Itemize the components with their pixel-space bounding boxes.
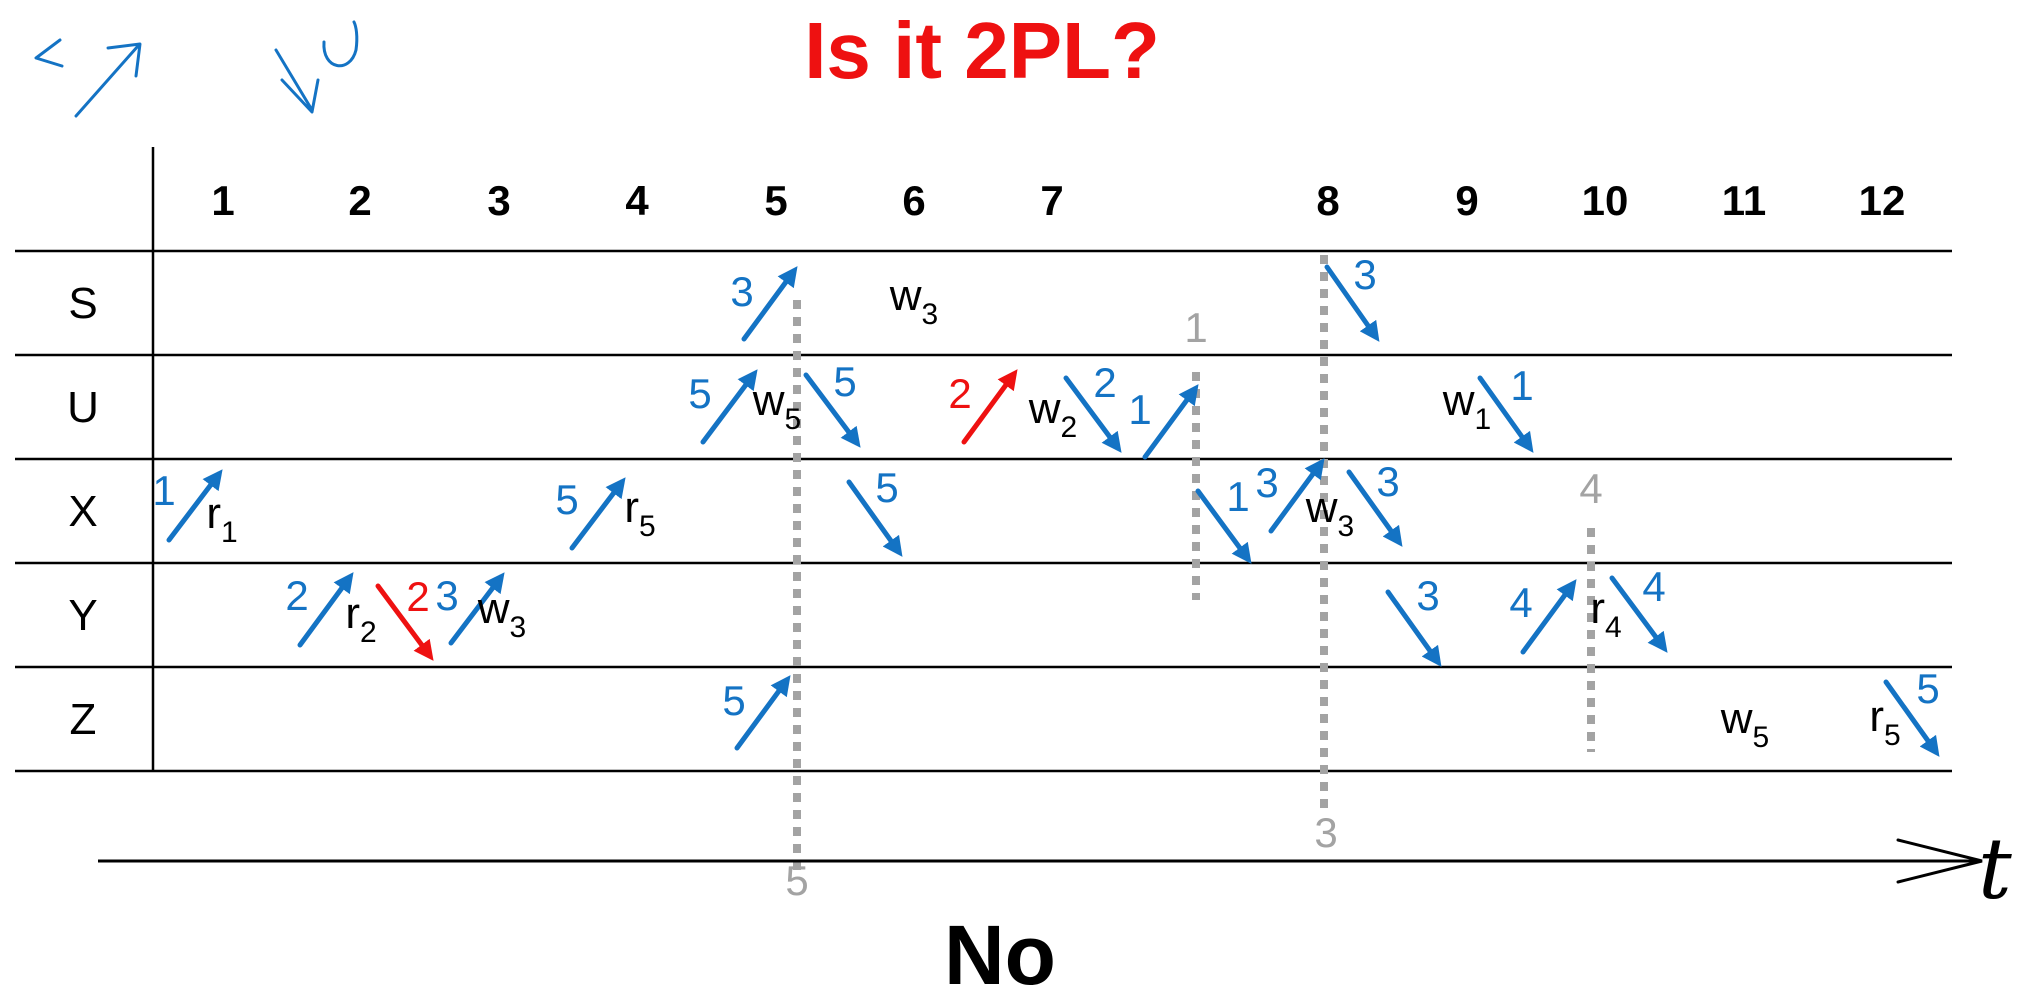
- time-step-label: 4: [625, 177, 649, 224]
- operation: r5: [1869, 692, 1900, 752]
- lock-arrow-icon: [1142, 384, 1199, 460]
- operation: w3: [889, 271, 938, 331]
- row-label: Y: [68, 591, 97, 640]
- row-label: Z: [70, 695, 97, 744]
- lock-point-label: 3: [1314, 809, 1337, 856]
- lock-event-txn: 4: [1509, 579, 1532, 626]
- unlock-arrow-icon: [1324, 264, 1380, 342]
- lock-event-txn: 2: [406, 573, 429, 620]
- unlock-arrow-icon: [1346, 469, 1403, 547]
- unlock-arrow-icon: [1477, 375, 1534, 453]
- lock-event-txn: 1: [1128, 386, 1151, 433]
- lock-event-txn: 5: [1916, 665, 1939, 712]
- operation: w5: [1720, 694, 1769, 754]
- time-step-label: 3: [487, 177, 510, 224]
- time-step-label: 5: [764, 177, 787, 224]
- lock-arrow-icon: [1268, 458, 1325, 534]
- operation: w3: [477, 584, 526, 644]
- lock-event-txn: 5: [875, 464, 898, 511]
- operations: r1 r2 w3 r5 w5 w3 w2 w3 w1 r4 w5 r5: [206, 271, 1900, 754]
- lock-event-txn: 3: [1353, 251, 1376, 298]
- lock-event-txn: 1: [1226, 473, 1249, 520]
- lock-event-txn: 5: [555, 476, 578, 523]
- lock-arrow-icon: [448, 572, 505, 646]
- row-label: X: [68, 487, 97, 536]
- lock-point-label: 4: [1579, 465, 1602, 512]
- lock-event-txn: 2: [1093, 359, 1116, 406]
- time-axis: [98, 838, 1983, 884]
- lock-event-txn: 3: [1255, 459, 1278, 506]
- time-step-label: 12: [1859, 177, 1906, 224]
- lock-event-txn: 3: [730, 268, 753, 315]
- lock-point-label: 5: [785, 857, 808, 904]
- lock-event-txn: 2: [948, 370, 971, 417]
- operation: w1: [1442, 376, 1491, 436]
- unlock-arrow-icon: [274, 48, 320, 114]
- unlock-arrow-icon: [1063, 375, 1122, 453]
- operation: r5: [624, 483, 655, 543]
- lock-arrow-icon: [297, 572, 354, 648]
- axis-label: t: [1978, 820, 2012, 918]
- legend-handwritten: [34, 20, 359, 118]
- lock-arrow-icon: [741, 266, 798, 342]
- answer-text: No: [944, 908, 1056, 1000]
- lock-arrow-icon: [961, 369, 1018, 445]
- time-step-label: 11: [1722, 177, 1766, 224]
- time-step-label: 1: [211, 177, 234, 224]
- lock-arrow-icon: [166, 469, 223, 543]
- lock-arrow-icon: [734, 675, 791, 751]
- lock-point-label: 1: [1184, 304, 1207, 351]
- lock-event-txn: 1: [152, 467, 175, 514]
- lock-event-txn: 2: [285, 572, 308, 619]
- operation: r1: [206, 489, 237, 549]
- lock-event-txn: 1: [1510, 362, 1533, 409]
- lock-event-txn: 5: [833, 358, 856, 405]
- lock-event-txn: 5: [722, 677, 745, 724]
- time-step-label: 8: [1316, 177, 1339, 224]
- lock-arrow-icon: [1520, 579, 1577, 655]
- row-label: U: [67, 383, 99, 432]
- operation: w5: [752, 376, 801, 436]
- unlock-arrow-icon: [1195, 488, 1252, 564]
- lock-arrow-icon: [569, 477, 626, 551]
- lock-event-txn: 5: [688, 370, 711, 417]
- unlock-arrow-icon: [375, 583, 434, 661]
- page-title: Is it 2PL?: [804, 6, 1160, 95]
- time-step-label: 10: [1582, 177, 1629, 224]
- time-step-label: 2: [348, 177, 371, 224]
- lock-event-txn: 3: [1376, 458, 1399, 505]
- time-step-label: 6: [902, 177, 925, 224]
- time-step-label: 9: [1455, 177, 1478, 224]
- lock-arrow-icon: [34, 38, 64, 68]
- unlock-arrow-icon: [803, 372, 861, 448]
- operation: w3: [1305, 483, 1354, 543]
- unlock-arrow-icon: [1385, 589, 1442, 667]
- unlock-arrow-icon: [322, 20, 359, 68]
- operation: r4: [1590, 584, 1621, 644]
- axis-arrowhead-icon: [1896, 838, 1983, 884]
- row-label: S: [68, 279, 97, 328]
- lock-arrow-icon: [74, 42, 142, 118]
- time-step-label: 7: [1040, 177, 1063, 224]
- lock-arrow-icon: [700, 369, 758, 445]
- unlock-arrow-icon: [1609, 575, 1668, 653]
- operation: w2: [1028, 384, 1077, 444]
- lock-event-txn: 3: [1416, 572, 1439, 619]
- unlock-arrow-icon: [846, 479, 903, 557]
- lock-event-txn: 4: [1642, 563, 1665, 610]
- unlock-arrow-icon: [1883, 679, 1940, 757]
- operation: r2: [345, 589, 376, 649]
- lock-event-txn: 3: [435, 572, 458, 619]
